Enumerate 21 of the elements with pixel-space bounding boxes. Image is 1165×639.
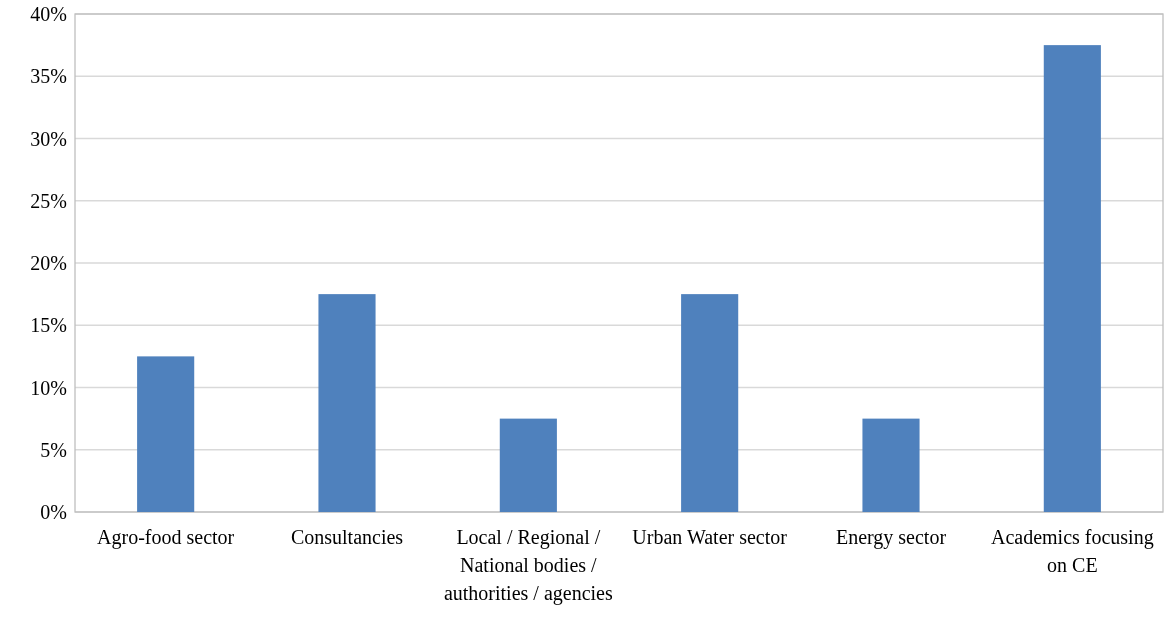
x-tick-label: Consultancies	[290, 526, 404, 548]
y-tick-label: 40%	[30, 3, 67, 25]
x-tick-label: Urban Water sector	[632, 526, 788, 548]
bar	[681, 294, 739, 512]
bar	[499, 418, 557, 512]
bar	[318, 294, 376, 512]
y-tick-label: 20%	[30, 252, 67, 274]
x-tick-label: Agro-food sector	[97, 526, 235, 549]
y-tick-label: 25%	[30, 189, 67, 212]
y-tick-label: 0%	[40, 501, 67, 523]
x-tick-label: Academics focusing on CE	[990, 526, 1154, 576]
bar	[862, 418, 920, 512]
y-tick-label: 30%	[30, 127, 67, 150]
y-tick-label: 10%	[30, 376, 67, 399]
y-tick-label: 35%	[30, 65, 67, 88]
bar	[1043, 45, 1101, 512]
y-tick-label: 5%	[40, 438, 67, 461]
x-tick-label: Energy sector	[835, 526, 947, 549]
x-tick-label: Local / Regional / National bodies / authorities / agencies	[443, 526, 613, 605]
bar	[137, 356, 195, 512]
y-tick-label: 15%	[30, 314, 67, 337]
